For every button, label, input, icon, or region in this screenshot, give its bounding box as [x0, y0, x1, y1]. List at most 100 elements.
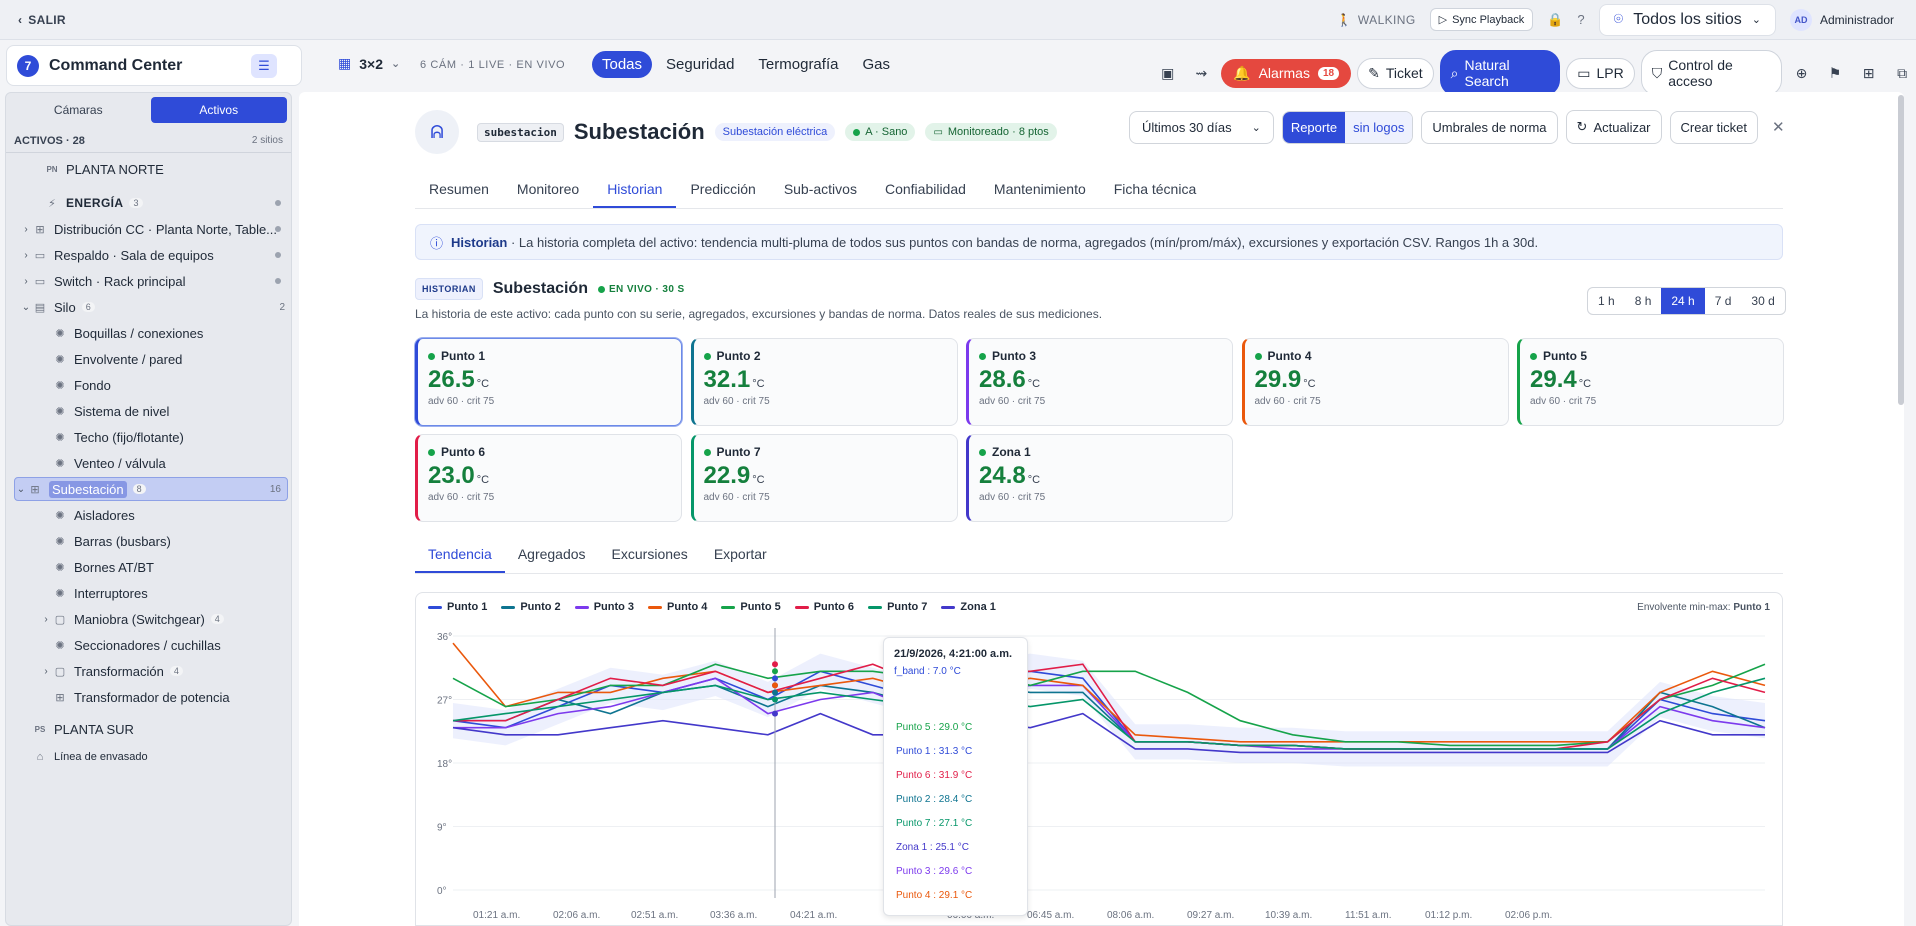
sync-playback-button[interactable]: ▷ Sync Playback — [1429, 8, 1534, 31]
chevron-down-icon[interactable]: ⌄ — [21, 301, 31, 313]
create-ticket-button[interactable]: Crear ticket — [1669, 110, 1758, 144]
report-button[interactable]: Reporte — [1282, 111, 1346, 143]
tree-item[interactable]: › ▢ Maniobra (Switchgear) 4 — [6, 607, 291, 631]
tree-item[interactable]: PN PLANTA NORTE — [6, 157, 291, 181]
point-card[interactable]: Punto 2 32.1 °C adv 60 · crit 75 — [690, 338, 958, 426]
legend-item[interactable]: Punto 7 — [868, 601, 927, 613]
filter-gas[interactable]: Gas — [862, 56, 890, 73]
user-menu[interactable]: AD Administrador — [1789, 8, 1894, 31]
tree-item[interactable]: PS PLANTA SUR — [6, 717, 291, 741]
lock-icon[interactable]: 🔒 — [1547, 11, 1564, 27]
external-link-icon[interactable]: ⧉ — [1897, 64, 1908, 81]
help-icon[interactable]: ? — [1577, 12, 1585, 27]
legend-item[interactable]: Punto 2 — [501, 601, 561, 613]
point-card[interactable]: Punto 6 23.0 °C adv 60 · crit 75 — [415, 434, 682, 522]
main-scrollbar[interactable] — [1898, 95, 1904, 405]
lpr-button[interactable]: ▭ LPR — [1566, 57, 1635, 89]
chevron-right-icon[interactable]: › — [44, 613, 48, 625]
chevron-right-icon[interactable]: › — [24, 223, 28, 235]
access-control-button[interactable]: ⛉ Control de acceso — [1640, 50, 1782, 96]
legend-item[interactable]: Zona 1 — [941, 601, 996, 613]
refresh-button[interactable]: ↻ Actualizar — [1565, 110, 1662, 144]
range-8h[interactable]: 8 h — [1634, 294, 1652, 308]
tree-item[interactable]: ✺ Interruptores — [6, 581, 291, 605]
tree-item[interactable]: ⌂ Línea de envasado — [6, 745, 291, 769]
target-icon[interactable]: ⊕ — [1795, 64, 1808, 81]
menu-button[interactable]: ☰ — [251, 53, 277, 78]
point-card[interactable]: Punto 7 22.9 °C adv 60 · crit 75 — [690, 434, 958, 522]
tree-item[interactable]: ✺ Techo (fijo/flotante) — [6, 425, 291, 449]
tab-trend[interactable]: Tendencia — [415, 540, 505, 573]
thresholds-button[interactable]: Umbrales de norma — [1421, 110, 1558, 144]
close-icon[interactable]: ✕ — [1771, 119, 1785, 136]
trend-chart-svg[interactable]: 36° 27° 18° 9° 0° 01:21 a.m. 02:06 a.m. 02:51 a… — [415, 620, 1783, 926]
filter-thermography[interactable]: Termografía — [758, 56, 839, 73]
legend-item[interactable]: Punto 4 — [648, 601, 707, 613]
tree-item[interactable]: ✺ Barras (busbars) — [6, 529, 291, 553]
filter-security[interactable]: Seguridad — [666, 56, 735, 73]
route-icon[interactable]: ⇝ — [1195, 64, 1208, 81]
tree-item-label: Boquillas / conexiones — [74, 325, 204, 341]
save-icon[interactable]: ▣ — [1161, 64, 1175, 81]
tree-item[interactable]: ⚡ ENERGÍA 3 — [6, 191, 291, 215]
tree-item[interactable]: ⌄ ⊞ Subestación 8 16 — [14, 477, 288, 501]
tree-item[interactable]: ✺ Boquillas / conexiones — [6, 321, 291, 345]
tree-item[interactable]: ✺ Envolvente / pared — [6, 347, 291, 371]
range-30d[interactable]: 30 d — [1751, 294, 1775, 308]
filter-all[interactable]: Todas — [592, 51, 653, 78]
point-card[interactable]: Punto 4 29.9 °C adv 60 · crit 75 — [1241, 338, 1509, 426]
tree-item[interactable]: ✺ Seccionadores / cuchillas — [6, 633, 291, 657]
walking-mode[interactable]: 🚶 WALKING — [1337, 13, 1416, 27]
exit-button[interactable]: ‹ SALIR — [18, 13, 66, 27]
tab-excursions[interactable]: Excursiones — [611, 546, 688, 562]
refresh-label: Actualizar — [1593, 119, 1651, 135]
tree-item[interactable]: › ▭ Switch · Rack principal — [6, 269, 291, 293]
point-card[interactable]: Punto 1 26.5 °C adv 60 · crit 75 — [415, 338, 682, 426]
chevron-down-icon[interactable]: ⌄ — [16, 483, 26, 495]
tab-aggregates[interactable]: Agregados — [517, 546, 586, 562]
tab-reliability[interactable]: Confiabilidad — [884, 181, 966, 197]
ticket-button[interactable]: ✎ Ticket — [1357, 57, 1434, 89]
chevron-right-icon[interactable]: › — [24, 249, 28, 261]
tree-item[interactable]: › ⊞ Distribución CC · Planta Norte, Table.… — [6, 217, 291, 241]
layout-icon[interactable]: ⊞ — [1862, 64, 1875, 81]
tree-item[interactable]: ✺ Bornes AT/BT — [6, 555, 291, 579]
legend-item[interactable]: Punto 5 — [721, 601, 781, 613]
tab-maintenance[interactable]: Mantenimiento — [993, 181, 1086, 197]
range-24h[interactable]: 24 h — [1661, 288, 1705, 314]
flag-icon[interactable]: ⚑ — [1828, 64, 1842, 81]
tab-monitoring[interactable]: Monitoreo — [516, 181, 580, 197]
tree-item[interactable]: ⊞ Transformador de potencia — [6, 685, 291, 709]
tab-summary[interactable]: Resumen — [429, 181, 489, 197]
tab-cameras[interactable]: Cámaras — [53, 103, 103, 117]
tree-item[interactable]: › ▭ Respaldo · Sala de equipos — [6, 243, 291, 267]
alarms-button[interactable]: 🔔 Alarmas 18 — [1221, 58, 1352, 88]
range-dropdown[interactable]: Últimos 30 días ⌄ — [1129, 110, 1274, 144]
tree-item[interactable]: ⌄ ▤ Silo 6 2 — [6, 295, 291, 319]
chevron-right-icon[interactable]: › — [44, 665, 48, 677]
no-logos-button[interactable]: sin logos — [1345, 111, 1413, 143]
tab-historian[interactable]: Historian — [593, 172, 677, 208]
legend-item[interactable]: Punto 3 — [574, 601, 634, 613]
tab-assets[interactable]: Activos — [150, 97, 287, 123]
tree-item[interactable]: ✺ Aisladores — [6, 503, 291, 527]
point-card[interactable]: Zona 1 24.8 °C adv 60 · crit 75 — [966, 434, 1233, 522]
tab-sub-assets[interactable]: Sub-activos — [783, 181, 857, 197]
tree-item[interactable]: ✺ Fondo — [6, 373, 291, 397]
tree-item[interactable]: ✺ Sistema de nivel — [6, 399, 291, 423]
range-7d[interactable]: 7 d — [1714, 294, 1732, 308]
point-card[interactable]: Punto 5 29.4 °C adv 60 · crit 75 — [1517, 338, 1784, 426]
legend-item[interactable]: Punto 6 — [794, 601, 854, 613]
tab-prediction[interactable]: Predicción — [690, 181, 756, 197]
range-1h[interactable]: 1 h — [1598, 294, 1615, 308]
tree-item[interactable]: › ▢ Transformación 4 — [6, 659, 291, 683]
tree-item[interactable]: ✺ Venteo / válvula — [6, 451, 291, 475]
chevron-right-icon[interactable]: › — [24, 275, 28, 287]
point-card[interactable]: Punto 3 28.6 °C adv 60 · crit 75 — [966, 338, 1233, 426]
tab-datasheet[interactable]: Ficha técnica — [1113, 181, 1197, 197]
tab-export[interactable]: Exportar — [713, 546, 767, 562]
legend-item[interactable]: Punto 1 — [428, 601, 487, 613]
natural-search-button[interactable]: ⌕ Natural Search — [1439, 50, 1561, 96]
site-selector[interactable]: ⌾ Todos los sitios ⌄ — [1598, 3, 1776, 36]
grid-layout-selector[interactable]: ▦ 3×2 ⌄ — [338, 55, 400, 72]
